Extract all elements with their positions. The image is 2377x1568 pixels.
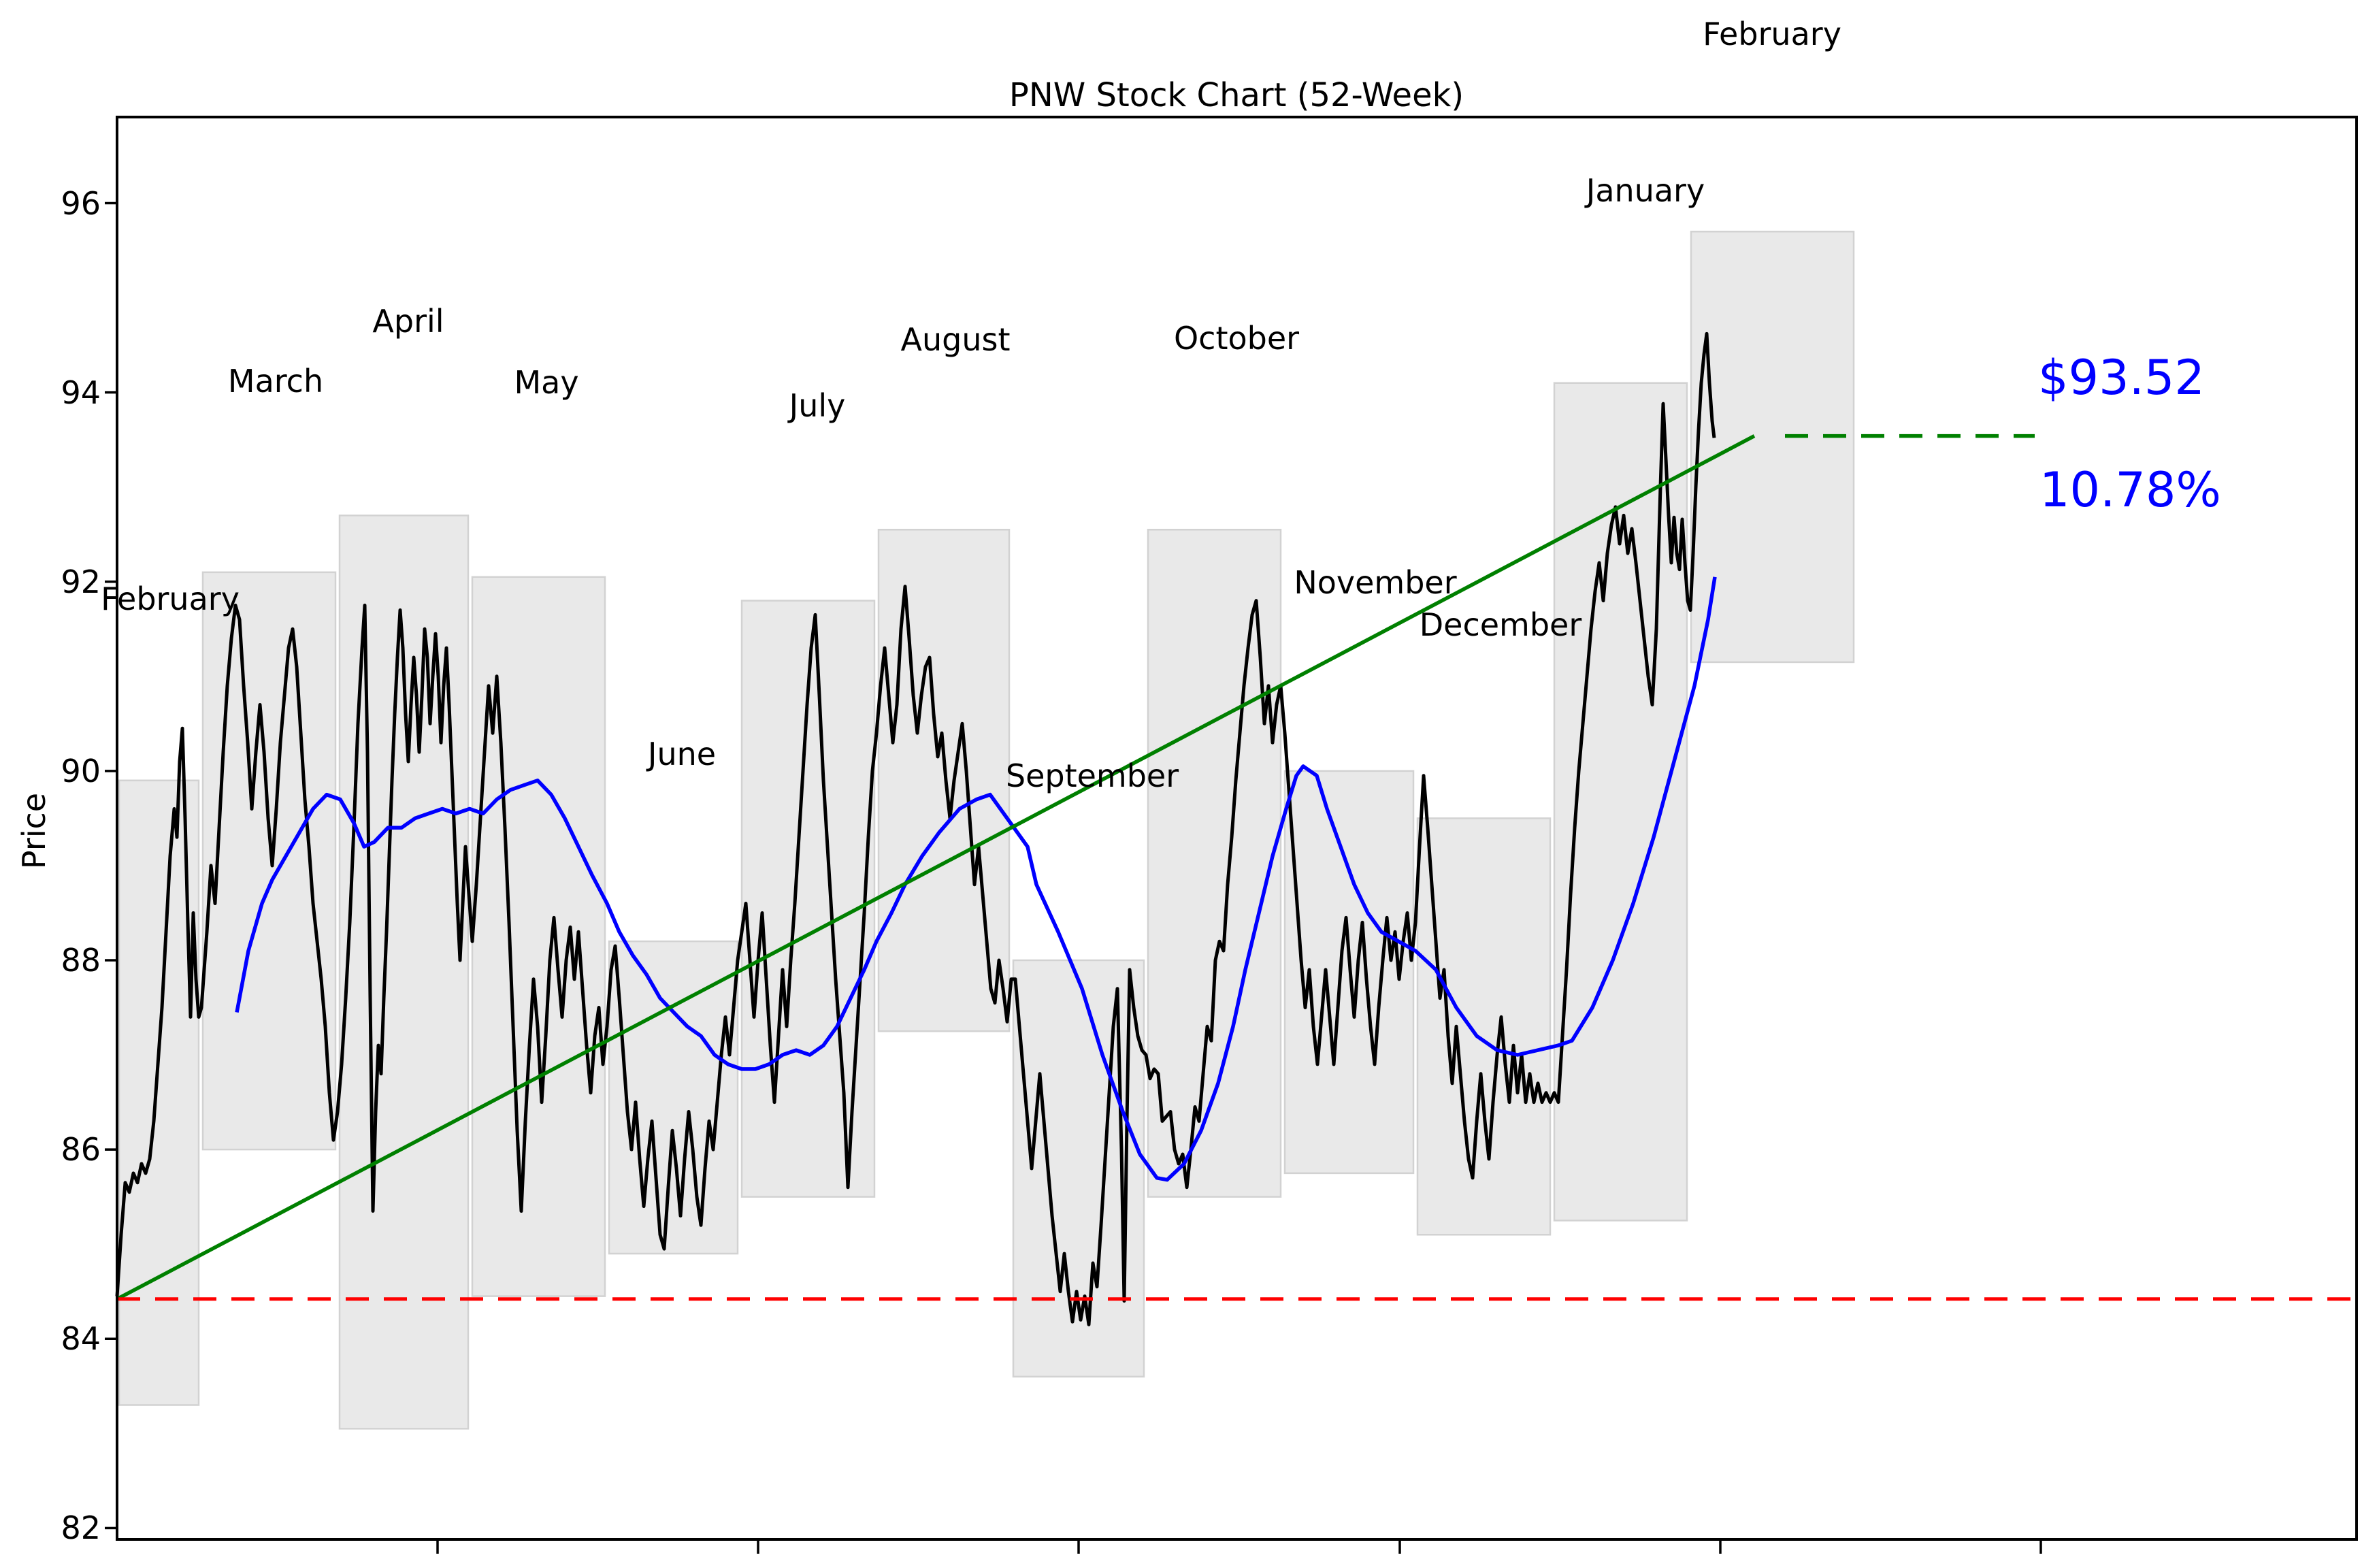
month-label-10-december: December [1419,606,1582,643]
y-tick-label-94: 94 [61,374,101,411]
y-tick-label-86: 86 [61,1131,101,1169]
y-tick-label-84: 84 [61,1320,101,1358]
month-label-4-june: June [647,736,717,772]
y-tick-label-90: 90 [61,752,101,789]
trend-line-line [116,434,1756,1301]
y-tick-label-92: 92 [61,563,101,600]
month-label-12-february: February [1703,16,1841,52]
daily-close-line [115,331,1716,1326]
month-label-5-july: July [789,387,846,424]
month-label-3-may: May [514,364,579,401]
month-range-box-may [471,576,606,1297]
month-range-box-december [1416,817,1552,1236]
month-label-6-august: August [900,321,1011,358]
month-label-9-november: November [1294,564,1457,601]
y-tick-label-88: 88 [61,941,101,979]
month-range-box-february [1690,231,1855,664]
month-label-1-march: March [227,363,324,399]
month-label-0-february: February [101,581,240,617]
month-label-11-january: January [1586,172,1705,209]
y-axis-label: Price [16,792,52,870]
month-label-2-april: April [372,303,444,340]
y-tick-label-82: 82 [61,1509,101,1547]
month-label-7-september: September [1005,757,1179,794]
month-range-box-march [201,571,337,1151]
chart-title: PNW Stock Chart (52-Week) [1009,76,1464,114]
plot-border [116,116,2358,1541]
y-tick-label-96: 96 [61,184,101,222]
month-label-8-october: October [1173,320,1300,357]
pct-change-annotation: 10.78% [2039,462,2221,518]
last-price-annotation: $93.52 [2038,350,2205,406]
moving-average-line [235,576,1717,1182]
